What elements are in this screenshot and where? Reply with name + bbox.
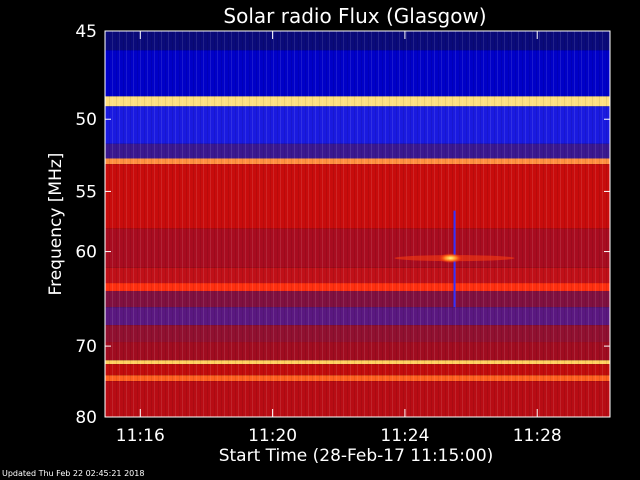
stripe-overlay	[105, 31, 610, 417]
y-tick-label: 55	[75, 182, 97, 202]
x-axis-label: Start Time (28-Feb-17 11:15:00)	[219, 446, 494, 466]
updated-timestamp: Updated Thu Feb 22 02:45:21 2018	[2, 469, 145, 478]
x-axis-ticks: 11:16 11:20 11:24 11:28	[116, 31, 562, 446]
y-axis-label: Frequency [MHz]	[46, 153, 66, 296]
y-tick-label: 50	[75, 110, 97, 130]
y-tick-label: 80	[75, 408, 97, 428]
y-tick-label: 45	[75, 22, 97, 42]
y-tick-label: 70	[75, 337, 97, 357]
x-tick-label: 11:20	[248, 426, 297, 446]
plot-frame	[104, 30, 611, 418]
x-tick-label: 11:28	[513, 426, 562, 446]
burst-peak	[438, 253, 463, 264]
plot-area	[105, 31, 610, 417]
x-tick-label: 11:16	[116, 426, 165, 446]
radio-burst	[394, 210, 515, 308]
y-tick-label: 60	[75, 243, 97, 263]
chart-title: Solar radio Flux (Glasgow)	[223, 4, 486, 28]
x-tick-label: 11:24	[380, 426, 429, 446]
y-axis-ticks: 45 50 55 60 70 80	[75, 22, 610, 428]
